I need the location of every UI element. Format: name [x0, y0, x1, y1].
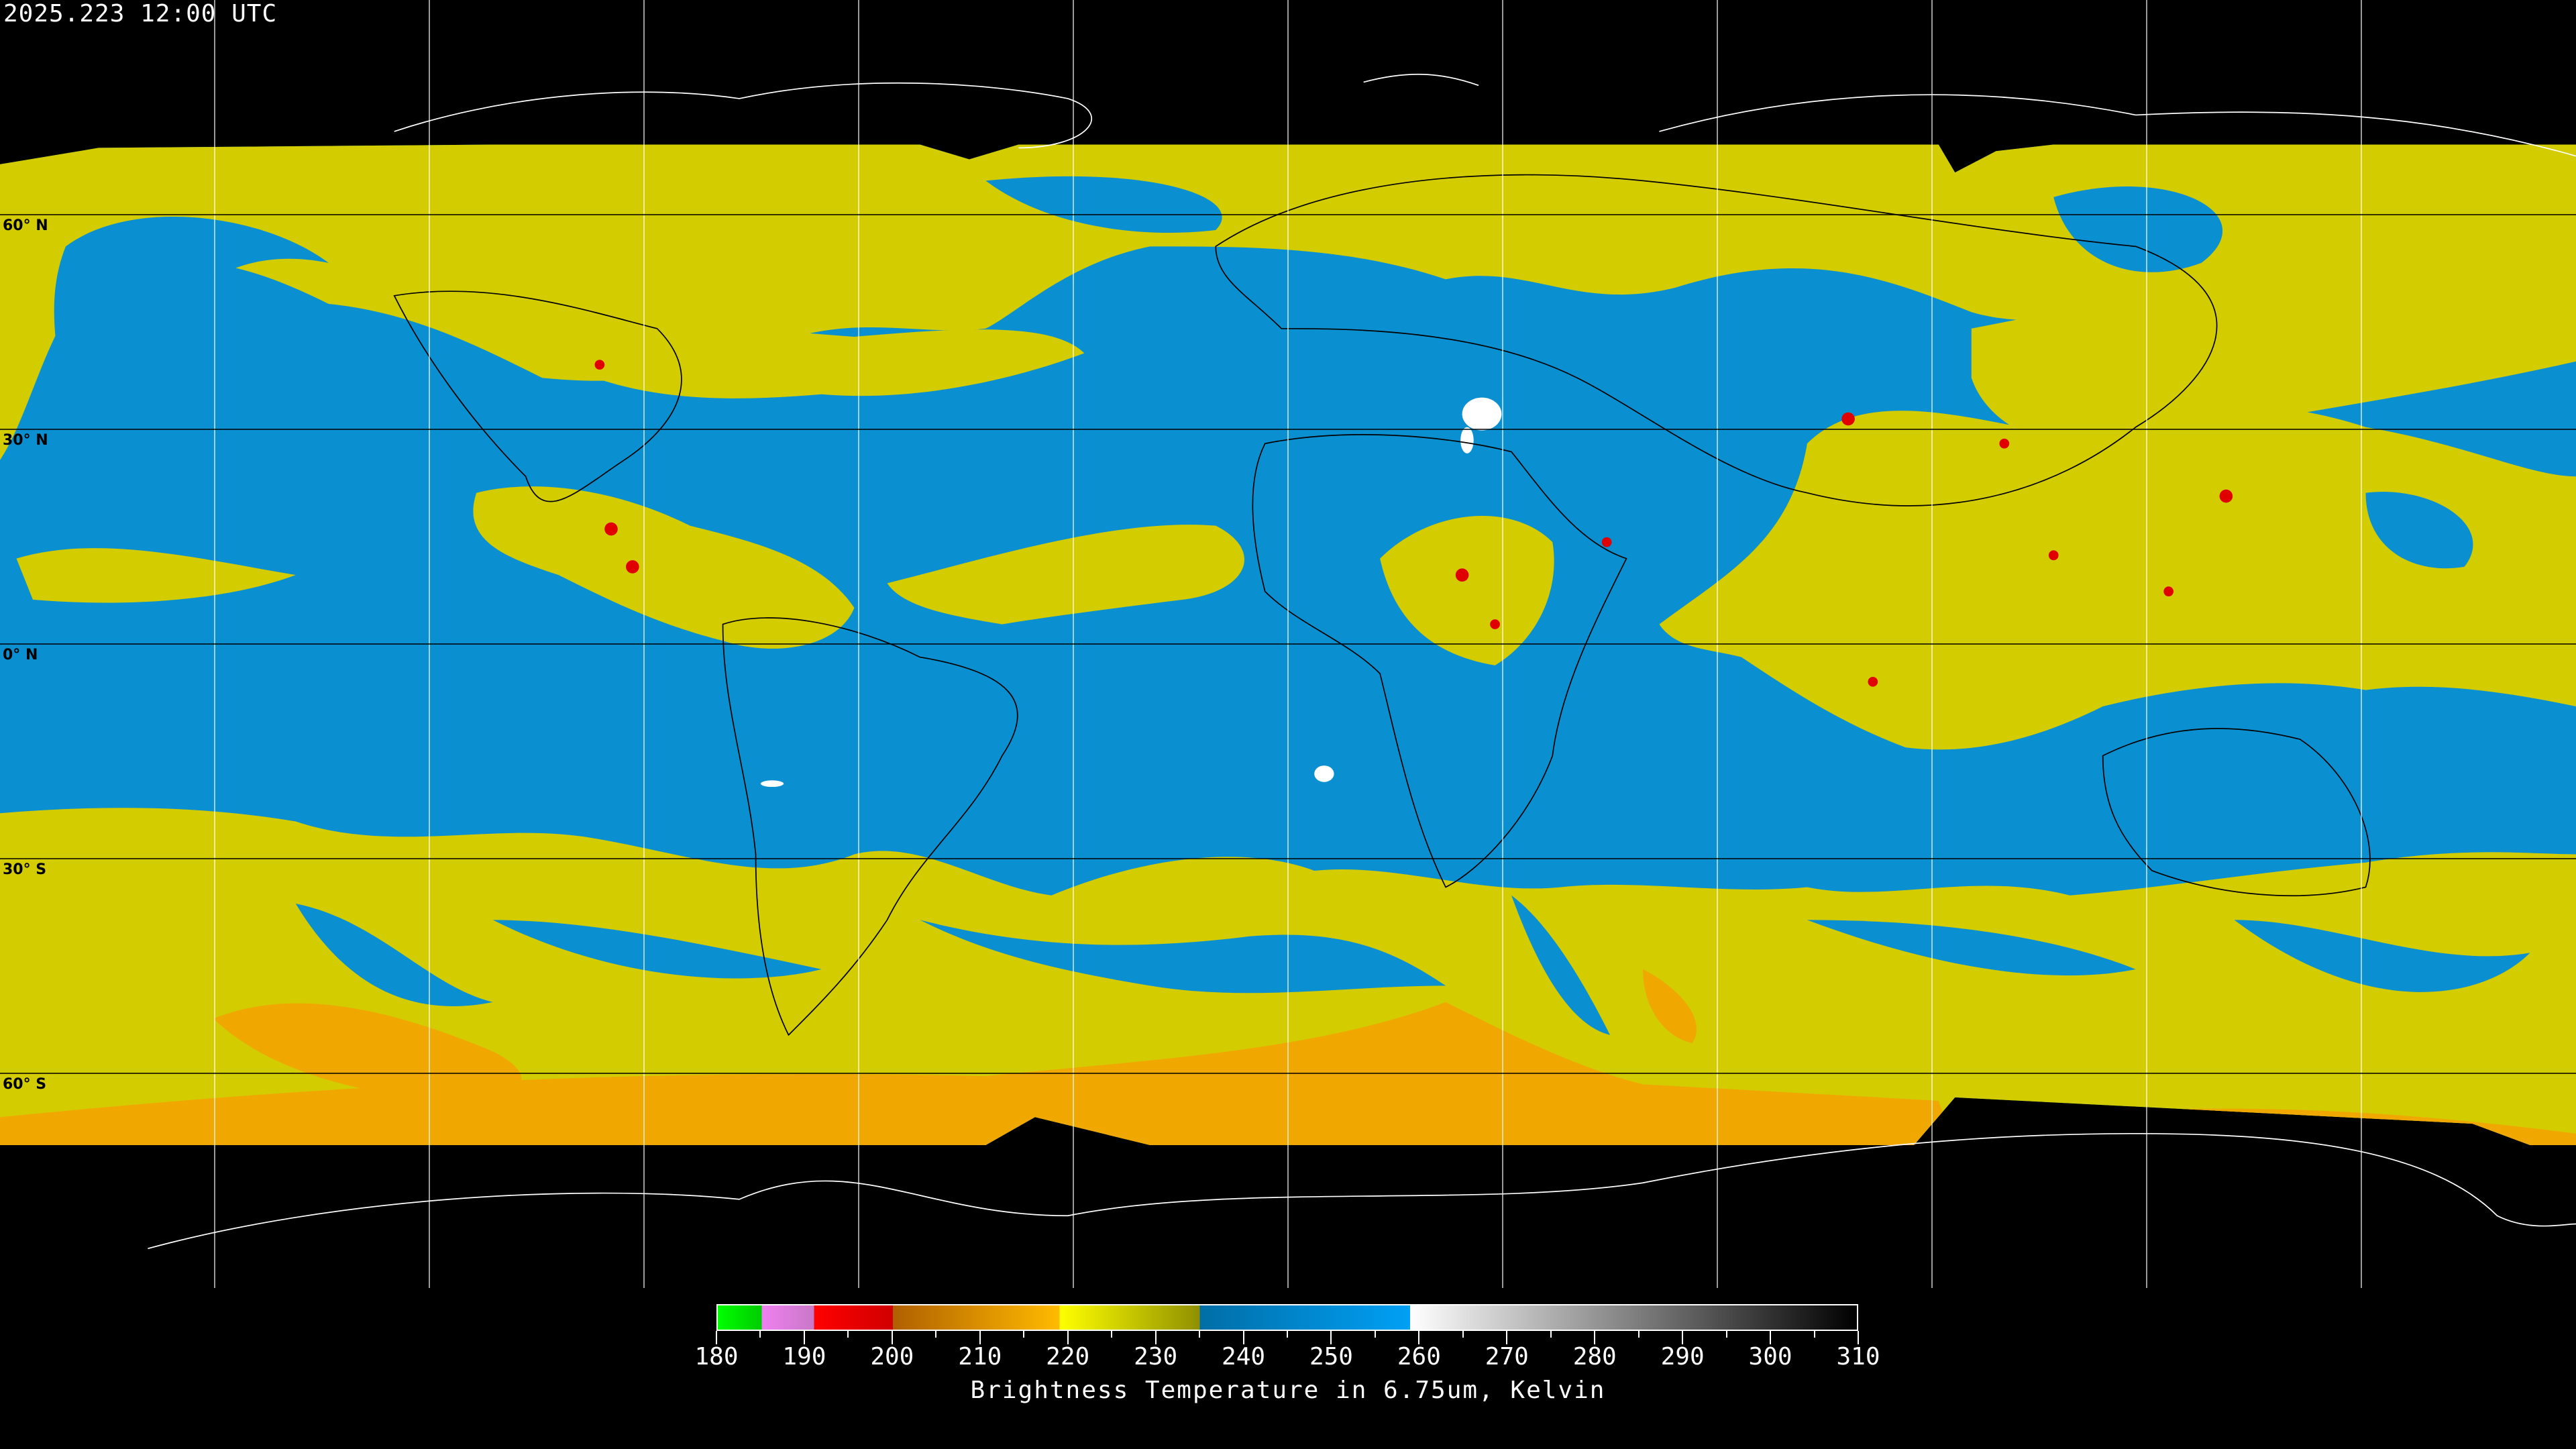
polar-coastlines	[148, 73, 2576, 1250]
colorbar-tick	[1813, 1331, 1815, 1338]
colorbar-tick	[891, 1331, 893, 1344]
graticule	[0, 0, 2576, 1288]
colorbar-tick	[1067, 1331, 1069, 1344]
colorbar-tick	[1330, 1331, 1332, 1344]
colorbar-tick	[1638, 1331, 1640, 1338]
colorbar-tick	[1594, 1331, 1596, 1344]
colorbar-tick	[1682, 1331, 1684, 1344]
colorbar-tick	[1023, 1331, 1025, 1338]
cold-region-south-pacific	[213, 1003, 522, 1101]
colorbar-tick-label: 290	[1660, 1343, 1705, 1371]
colorbar	[716, 1304, 1858, 1331]
colorbar-tick	[847, 1331, 849, 1338]
colorbar-tick	[1199, 1331, 1201, 1338]
warm-spots	[760, 397, 1502, 788]
moisture-region-tropics-asia	[1659, 402, 2576, 750]
colorbar-tick	[1111, 1331, 1113, 1338]
colorbar-tick-label: 240	[1222, 1343, 1266, 1371]
water-vapor-map	[0, 0, 2576, 1288]
colorbar-tick-label: 280	[1572, 1343, 1617, 1371]
colorbar-tick	[759, 1331, 761, 1338]
colorbar-tick	[1155, 1331, 1157, 1344]
colorbar-tick-label: 260	[1397, 1343, 1441, 1371]
colorbar-tick	[1725, 1331, 1727, 1338]
colorbar-tick-label: 180	[694, 1343, 739, 1371]
colorbar-title: Brightness Temperature in 6.75um, Kelvin	[970, 1377, 1606, 1404]
colorbar-tick	[1418, 1331, 1420, 1344]
colorbar-tick-label: 310	[1836, 1343, 1880, 1371]
colorbar-tick	[1374, 1331, 1376, 1338]
coastlines	[393, 174, 2371, 1036]
latitude-label: 30° S	[3, 861, 47, 878]
colorbar-tick	[1550, 1331, 1552, 1338]
colorbar-tick-label: 250	[1309, 1343, 1353, 1371]
colorbar-ticks	[716, 1331, 1859, 1344]
moisture-region-tropics-americas	[473, 486, 855, 649]
colorbar-tick	[979, 1331, 981, 1344]
latitude-label: 60° N	[3, 217, 48, 234]
colorbar-tick-label: 300	[1748, 1343, 1792, 1371]
timestamp: 2025.223 12:00 UTC	[3, 0, 278, 28]
colorbar-tick	[1242, 1331, 1244, 1344]
colorbar-tick-label: 190	[782, 1343, 826, 1371]
latitude-label: 0° N	[3, 647, 38, 663]
colorbar-tick-label: 210	[958, 1343, 1002, 1371]
colorbar-tick	[1858, 1331, 1859, 1344]
convective-cores	[594, 360, 2233, 687]
colorbar-tick	[1287, 1331, 1288, 1338]
colorbar-tick	[1506, 1331, 1508, 1344]
colorbar-tick	[1770, 1331, 1772, 1344]
colorbar-tick	[935, 1331, 937, 1338]
colorbar-tick	[803, 1331, 805, 1344]
moisture-region-tropics-africa	[1380, 515, 1554, 665]
colorbar-tick-label: 200	[870, 1343, 914, 1371]
colorbar-tick	[716, 1331, 717, 1344]
colorbar-tick-label: 270	[1485, 1343, 1529, 1371]
latitude-label: 60° S	[3, 1076, 47, 1093]
colorbar-tick	[1462, 1331, 1464, 1338]
colorbar-tick-label: 230	[1134, 1343, 1178, 1371]
colorbar-tick-label: 220	[1046, 1343, 1090, 1371]
latitude-label: 30° N	[3, 432, 48, 449]
